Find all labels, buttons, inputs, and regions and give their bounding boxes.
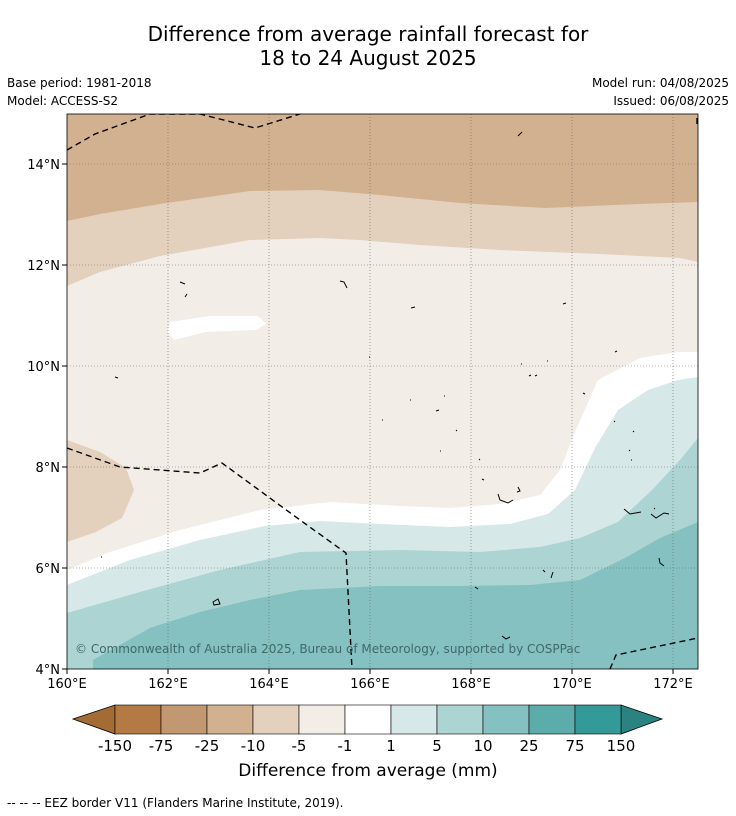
eez-border-north [67, 114, 301, 151]
colorbar-title: Difference from average (mm) [238, 761, 498, 781]
x-tick-162e: 162°E [148, 677, 188, 692]
issued-date: Issued: 06/08/2025 [613, 94, 729, 108]
contour-10-to-25 [93, 522, 698, 669]
colorbar-tick-label: -10 [241, 737, 266, 755]
colorbar-segment [114, 704, 162, 735]
colorbar [71, 704, 664, 735]
colorbar-segment [344, 704, 392, 735]
x-tick-164e: 164°E [249, 677, 289, 692]
colorbar-segment [206, 704, 254, 735]
colorbar-arrow-right [620, 704, 664, 735]
y-tick-10n: 10°N [27, 360, 60, 375]
colorbar-segment [436, 704, 484, 735]
base-period: Base period: 1981-2018 [7, 76, 152, 90]
map-gridlines [67, 114, 698, 669]
colorbar-segment [482, 704, 530, 735]
model-name: Model: ACCESS-S2 [7, 94, 119, 108]
eez-border-south-east [609, 637, 698, 669]
colorbar-tick-label: 10 [473, 737, 492, 755]
island-outlines [101, 131, 670, 640]
map-frame [66, 113, 699, 670]
colorbar-segment [528, 704, 576, 735]
x-tick-172e: 172°E [653, 677, 693, 692]
y-tick-14n: 14°N [27, 158, 60, 173]
contour-near-zero-west [168, 316, 266, 340]
eez-border-central [67, 447, 353, 669]
title-line-1: Difference from average rainfall forecas… [147, 22, 589, 46]
map-plot-area: © Commonwealth of Australia 2025, Bureau… [67, 114, 698, 669]
x-tick-166e: 166°E [350, 677, 390, 692]
copyright-notice: © Commonwealth of Australia 2025, Bureau… [75, 642, 580, 656]
model-info-right: Model run: 04/08/2025 Issued: 06/08/2025 [592, 74, 729, 110]
colorbar-arrow-left [71, 704, 116, 735]
y-tick-8n: 8°N [36, 461, 61, 476]
x-axis: 160°E 162°E 164°E 166°E 168°E 170°E 172°… [47, 669, 693, 692]
colorbar-labels: -150 -75 -25 -10 -5 -1 1 5 10 25 75 150 [98, 737, 635, 755]
colorbar-tick-label: -75 [149, 737, 174, 755]
colorbar-segment [252, 704, 300, 735]
model-run: Model run: 04/08/2025 [591, 76, 729, 90]
title-line-2: 18 to 24 August 2025 [259, 46, 477, 70]
colorbar-tick-label: 1 [386, 737, 396, 755]
eez-footnote: -- -- -- EEZ border V11 (Flanders Marine… [7, 796, 344, 810]
colorbar-tick-label: 25 [519, 737, 538, 755]
colorbar-segment [574, 704, 622, 735]
model-info-left: Base period: 1981-2018 Model: ACCESS-S2 [7, 74, 152, 110]
contour-minus-10-to-minus-25 [67, 114, 698, 221]
y-tick-6n: 6°N [36, 562, 61, 577]
colorbar-segment [390, 704, 438, 735]
x-tick-168e: 168°E [451, 677, 491, 692]
y-tick-4n: 4°N [36, 663, 61, 678]
colorbar-tick-label: 5 [432, 737, 442, 755]
colorbar-tick-label: -1 [338, 737, 353, 755]
y-axis: 14°N 12°N 10°N 8°N 6°N 4°N [27, 158, 67, 678]
x-tick-170e: 170°E [552, 677, 592, 692]
chart-title: Difference from average rainfall forecas… [0, 22, 736, 70]
colorbar-tick-label: 150 [607, 737, 636, 755]
colorbar-segment [160, 704, 208, 735]
x-tick-160e: 160°E [47, 677, 87, 692]
colorbar-tick-label: 75 [565, 737, 584, 755]
eez-borders [67, 114, 698, 669]
colorbar-tick-label: -25 [195, 737, 220, 755]
colorbar-tick-label: -5 [292, 737, 307, 755]
y-tick-12n: 12°N [27, 259, 60, 274]
colorbar-segment [298, 704, 346, 735]
colorbar-tick-label: -150 [98, 737, 132, 755]
